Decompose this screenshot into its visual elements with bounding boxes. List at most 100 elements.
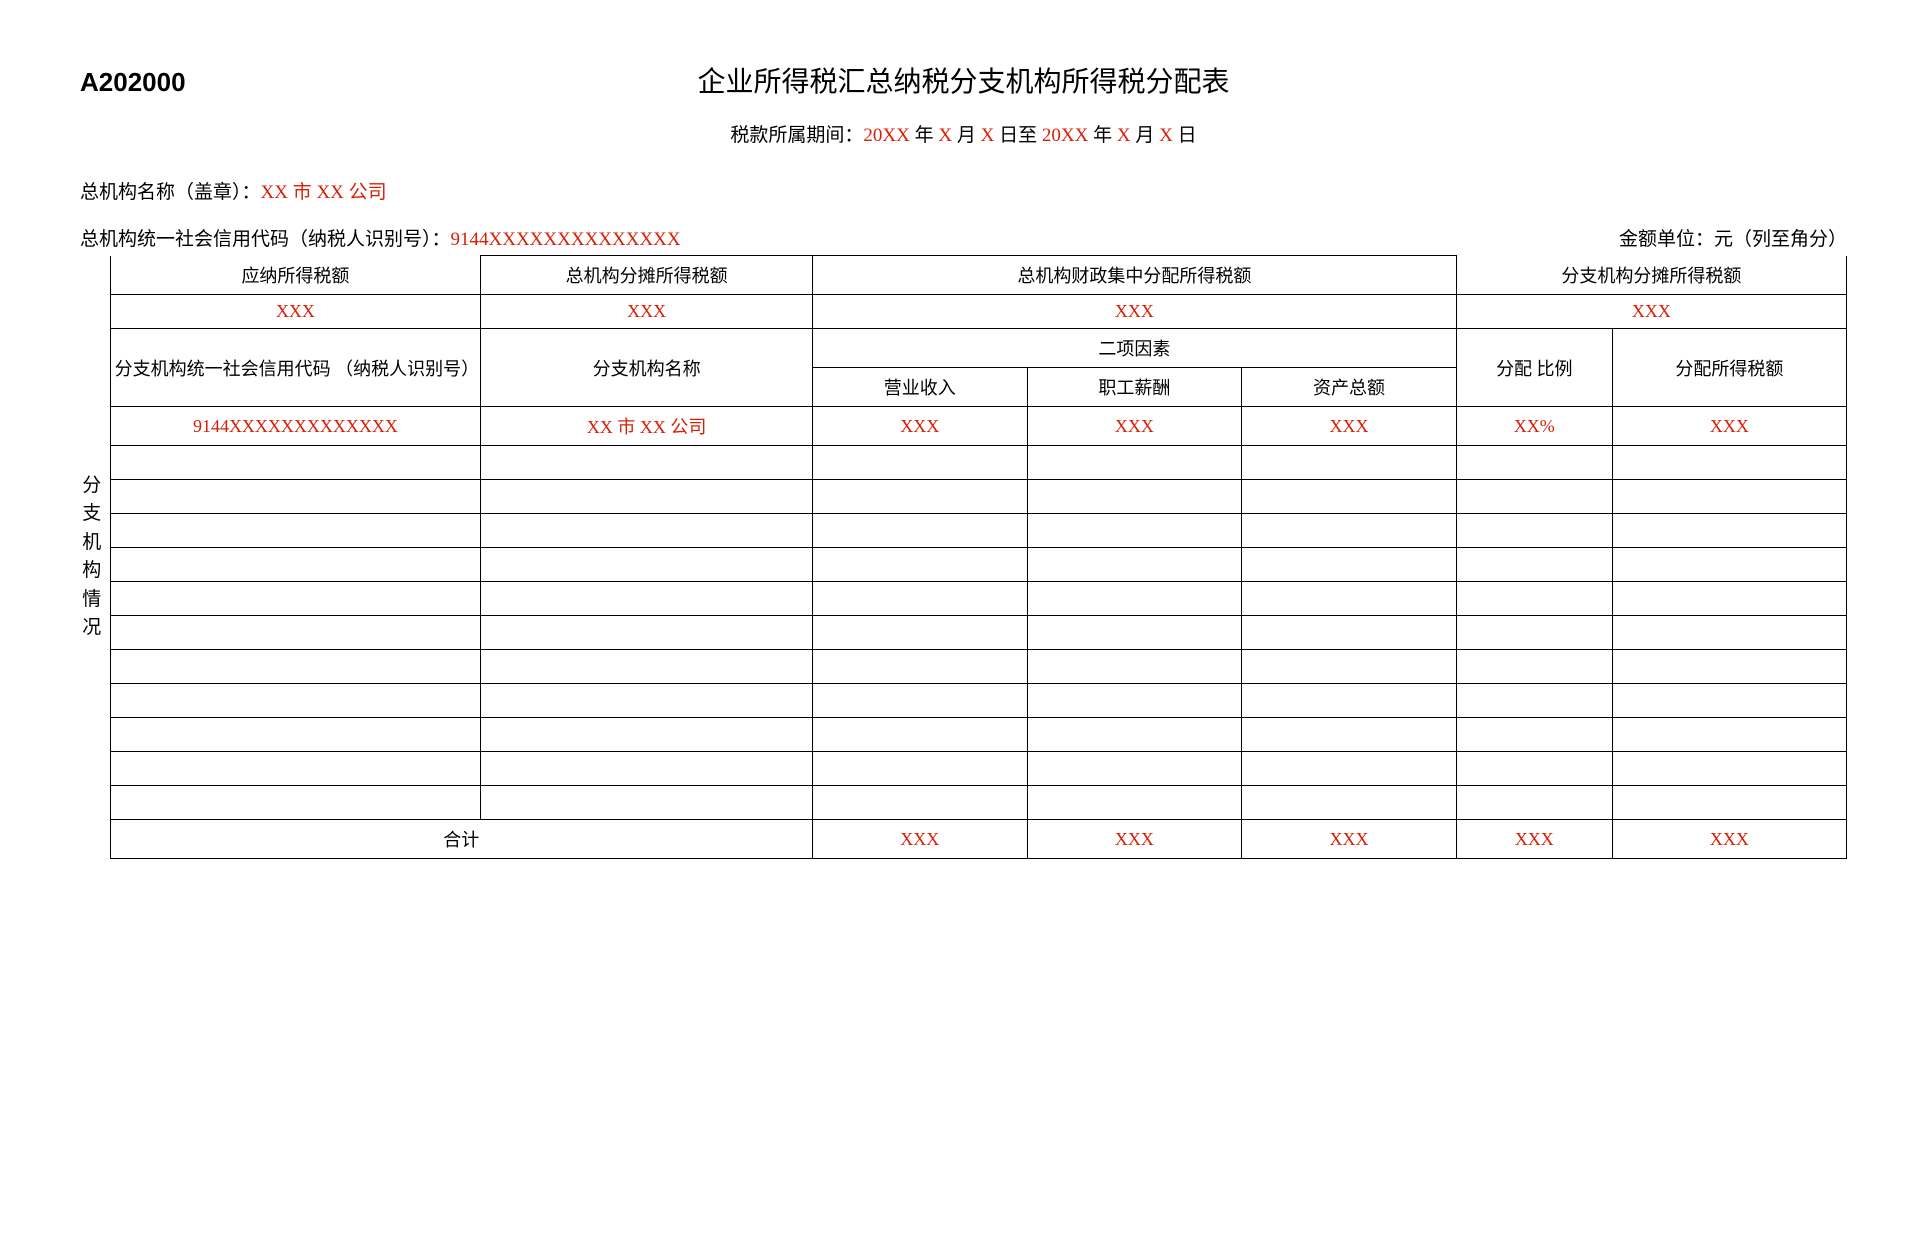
empty-cell bbox=[1612, 718, 1846, 752]
branch-name: XX 市 XX 公司 bbox=[481, 407, 813, 446]
empty-row bbox=[110, 718, 1846, 752]
header-row-2: 分支机构统一社会信用代码 （纳税人识别号） 分支机构名称 二项因素 分配 比例 … bbox=[110, 329, 1846, 368]
header-row-1: 应纳所得税额 总机构分摊所得税额 总机构财政集中分配所得税额 分支机构分摊所得税… bbox=[110, 256, 1846, 295]
hdr-assets: 资产总额 bbox=[1242, 368, 1457, 407]
empty-cell bbox=[1027, 616, 1242, 650]
empty-cell bbox=[481, 446, 813, 480]
branch-ratio: XX% bbox=[1456, 407, 1612, 446]
empty-row bbox=[110, 548, 1846, 582]
hdr-payable-tax: 应纳所得税额 bbox=[110, 256, 481, 295]
empty-cell bbox=[110, 548, 481, 582]
empty-cell bbox=[1242, 616, 1457, 650]
empty-cell bbox=[1027, 650, 1242, 684]
empty-row bbox=[110, 446, 1846, 480]
empty-cell bbox=[481, 752, 813, 786]
empty-row bbox=[110, 752, 1846, 786]
period-to: 至 bbox=[1018, 125, 1042, 146]
hdr-branch-name: 分支机构名称 bbox=[481, 329, 813, 407]
branch-assets: XXX bbox=[1242, 407, 1457, 446]
empty-cell bbox=[1242, 548, 1457, 582]
empty-cell bbox=[1242, 480, 1457, 514]
empty-cell bbox=[812, 752, 1027, 786]
empty-cell bbox=[481, 548, 813, 582]
empty-cell bbox=[1027, 446, 1242, 480]
empty-cell bbox=[1027, 514, 1242, 548]
empty-cell bbox=[1456, 514, 1612, 548]
empty-cell bbox=[1456, 684, 1612, 718]
hdr-hq-share-tax: 总机构分摊所得税额 bbox=[481, 256, 813, 295]
empty-cell bbox=[1456, 480, 1612, 514]
period-d2: X bbox=[1159, 125, 1173, 146]
month-suffix-1: 月 bbox=[952, 125, 981, 146]
empty-cell bbox=[1242, 514, 1457, 548]
empty-cell bbox=[1456, 786, 1612, 820]
branch-amount: XXX bbox=[1612, 407, 1846, 446]
allocation-table: 应纳所得税额 总机构分摊所得税额 总机构财政集中分配所得税额 分支机构分摊所得税… bbox=[110, 255, 1847, 859]
hdr-branch-code: 分支机构统一社会信用代码 （纳税人识别号） bbox=[110, 329, 481, 407]
branch-salary: XXX bbox=[1027, 407, 1242, 446]
empty-cell bbox=[1612, 514, 1846, 548]
period-m2: X bbox=[1117, 125, 1131, 146]
tax-period: 税款所属期间：20XX 年 X 月 X 日至 20XX 年 X 月 X 日 bbox=[80, 120, 1847, 147]
empty-cell bbox=[1242, 446, 1457, 480]
empty-cell bbox=[481, 786, 813, 820]
empty-cell bbox=[1612, 446, 1846, 480]
empty-row bbox=[110, 684, 1846, 718]
empty-cell bbox=[1027, 684, 1242, 718]
empty-cell bbox=[1027, 548, 1242, 582]
empty-cell bbox=[1612, 582, 1846, 616]
year-suffix-1: 年 bbox=[910, 125, 939, 146]
empty-cell bbox=[1242, 582, 1457, 616]
month-suffix-2: 月 bbox=[1131, 125, 1160, 146]
empty-row bbox=[110, 786, 1846, 820]
empty-cell bbox=[110, 514, 481, 548]
period-d1: X bbox=[981, 125, 995, 146]
empty-cell bbox=[1612, 480, 1846, 514]
empty-cell bbox=[1027, 480, 1242, 514]
hdr-two-factors: 二项因素 bbox=[812, 329, 1456, 368]
hdr-alloc-tax: 分配所得税额 bbox=[1612, 329, 1846, 407]
summary-value-row: XXX XXX XXX XXX bbox=[110, 295, 1846, 329]
empty-cell bbox=[1242, 752, 1457, 786]
branch-code: 9144XXXXXXXXXXXXX bbox=[110, 407, 481, 446]
empty-row bbox=[110, 514, 1846, 548]
empty-cell bbox=[1242, 650, 1457, 684]
total-assets: XXX bbox=[1242, 820, 1457, 859]
empty-cell bbox=[110, 650, 481, 684]
org-name-label: 总机构名称（盖章）： bbox=[80, 182, 261, 203]
empty-cell bbox=[110, 718, 481, 752]
org-code-line: 总机构统一社会信用代码（纳税人识别号）：9144XXXXXXXXXXXXXX bbox=[80, 224, 681, 251]
empty-cell bbox=[812, 548, 1027, 582]
empty-cell bbox=[1242, 718, 1457, 752]
org-name-line: 总机构名称（盖章）：XX 市 XX 公司 bbox=[80, 177, 1847, 204]
org-code-label: 总机构统一社会信用代码（纳税人识别号）： bbox=[80, 229, 451, 250]
empty-cell bbox=[481, 650, 813, 684]
empty-cell bbox=[1242, 786, 1457, 820]
val-branch-share-tax: XXX bbox=[1456, 295, 1846, 329]
org-name-value: XX 市 XX 公司 bbox=[261, 182, 387, 203]
period-m1: X bbox=[938, 125, 952, 146]
empty-cell bbox=[1456, 752, 1612, 786]
total-amount: XXX bbox=[1612, 820, 1846, 859]
empty-cell bbox=[1456, 582, 1612, 616]
empty-cell bbox=[110, 616, 481, 650]
empty-cell bbox=[1242, 684, 1457, 718]
empty-cell bbox=[110, 480, 481, 514]
side-label: 分支机构情况 bbox=[80, 472, 110, 643]
day-suffix-2: 日 bbox=[1173, 125, 1197, 146]
period-y2: 20XX bbox=[1042, 125, 1088, 146]
hdr-hq-fiscal-alloc: 总机构财政集中分配所得税额 bbox=[812, 256, 1456, 295]
empty-cell bbox=[110, 752, 481, 786]
empty-cell bbox=[1456, 718, 1612, 752]
empty-cell bbox=[1612, 786, 1846, 820]
val-hq-fiscal-alloc: XXX bbox=[812, 295, 1456, 329]
empty-row bbox=[110, 480, 1846, 514]
org-code-value: 9144XXXXXXXXXXXXXX bbox=[451, 229, 681, 250]
empty-cell bbox=[481, 480, 813, 514]
empty-cell bbox=[110, 446, 481, 480]
branch-row: 9144XXXXXXXXXXXXX XX 市 XX 公司 XXX XXX XXX… bbox=[110, 407, 1846, 446]
empty-row bbox=[110, 650, 1846, 684]
empty-row bbox=[110, 582, 1846, 616]
empty-cell bbox=[110, 582, 481, 616]
empty-cell bbox=[1456, 446, 1612, 480]
